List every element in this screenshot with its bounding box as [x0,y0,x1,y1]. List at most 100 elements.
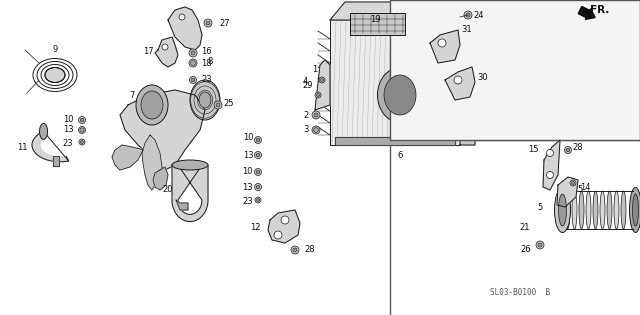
Text: 10: 10 [243,133,253,141]
Circle shape [189,49,197,57]
Polygon shape [330,2,475,20]
Polygon shape [52,157,59,167]
Circle shape [570,180,576,186]
Circle shape [566,148,570,152]
Polygon shape [176,200,188,210]
Polygon shape [153,167,168,190]
Circle shape [438,39,446,47]
Circle shape [314,113,318,117]
Circle shape [189,77,196,83]
Circle shape [162,44,168,50]
Circle shape [291,246,299,254]
Circle shape [189,59,197,67]
Circle shape [312,126,320,134]
Ellipse shape [172,160,208,170]
Text: 30: 30 [477,72,488,82]
Circle shape [191,78,195,82]
Circle shape [256,170,260,174]
Circle shape [79,127,86,134]
Text: 13: 13 [242,182,252,192]
Circle shape [179,14,185,20]
Polygon shape [335,137,455,145]
Ellipse shape [40,123,47,140]
Circle shape [191,51,195,55]
Bar [330,20,460,145]
Circle shape [79,117,86,123]
Text: 9: 9 [52,45,58,54]
Circle shape [191,60,195,66]
Text: 3: 3 [303,125,308,135]
Circle shape [256,185,260,189]
Text: 12: 12 [250,224,260,232]
Text: 1: 1 [312,66,317,75]
Text: 10: 10 [242,168,252,176]
Ellipse shape [565,191,570,229]
FancyArrow shape [578,6,595,19]
Circle shape [81,140,83,144]
Text: 13: 13 [243,151,253,159]
Text: 27: 27 [220,20,230,28]
Circle shape [255,136,262,144]
Circle shape [538,243,542,247]
Text: 20: 20 [163,186,173,194]
Text: 29: 29 [303,81,313,89]
Ellipse shape [199,92,211,108]
Polygon shape [155,37,178,67]
Polygon shape [315,60,330,110]
Polygon shape [445,67,475,100]
Bar [390,0,640,140]
Polygon shape [557,177,578,207]
Text: 28: 28 [305,245,316,255]
Text: 4: 4 [302,77,308,87]
Polygon shape [172,165,208,221]
Circle shape [80,118,84,122]
Circle shape [274,231,282,239]
Text: 19: 19 [370,15,380,25]
Circle shape [466,13,470,17]
Bar [350,13,405,35]
Circle shape [204,19,212,27]
Ellipse shape [593,191,598,229]
Ellipse shape [378,67,422,123]
Circle shape [255,184,262,191]
Ellipse shape [559,194,566,226]
Ellipse shape [607,191,612,229]
Text: 2: 2 [303,111,308,119]
Text: 16: 16 [201,48,211,56]
Text: 23: 23 [243,198,253,207]
Circle shape [572,181,575,185]
Ellipse shape [45,67,65,83]
Circle shape [255,197,261,203]
Text: 5: 5 [538,203,543,211]
Circle shape [281,216,289,224]
Circle shape [317,94,319,96]
Polygon shape [430,30,460,63]
Circle shape [255,152,262,158]
Circle shape [315,92,321,98]
Ellipse shape [632,194,639,226]
Circle shape [214,101,222,109]
Ellipse shape [630,187,640,232]
Circle shape [464,11,472,19]
Text: 8: 8 [207,58,212,66]
Text: 24: 24 [474,10,484,20]
Polygon shape [120,90,205,170]
Polygon shape [268,210,300,243]
Polygon shape [142,135,162,190]
Text: SL03-B0100  B: SL03-B0100 B [490,288,550,297]
Ellipse shape [579,191,584,229]
Text: 5: 5 [577,186,582,194]
Circle shape [79,139,85,145]
Text: 11: 11 [17,144,28,152]
Circle shape [547,150,554,157]
Text: 13: 13 [63,125,74,135]
Ellipse shape [384,75,416,115]
Circle shape [257,198,259,202]
Text: 10: 10 [63,114,73,123]
Circle shape [206,21,210,25]
Text: FR.: FR. [590,5,609,15]
Text: 21: 21 [520,222,531,232]
Circle shape [319,77,325,83]
Text: 26: 26 [521,244,531,254]
Ellipse shape [141,91,163,119]
